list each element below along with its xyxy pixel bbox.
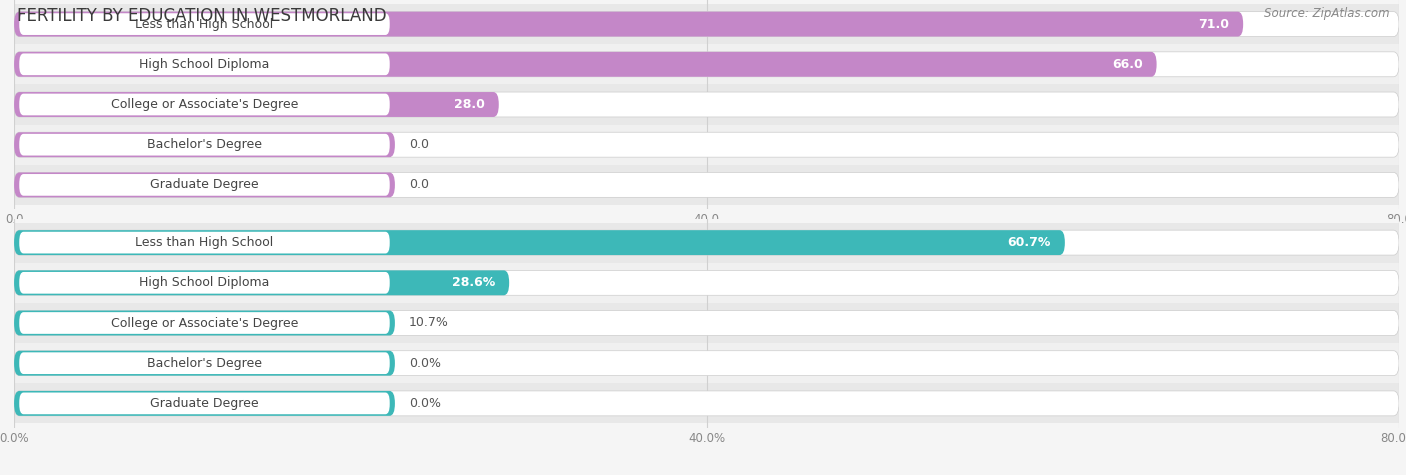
FancyBboxPatch shape (14, 92, 499, 117)
FancyBboxPatch shape (14, 12, 1243, 37)
Text: 28.0: 28.0 (454, 98, 485, 111)
Text: Bachelor's Degree: Bachelor's Degree (148, 138, 262, 151)
FancyBboxPatch shape (20, 174, 389, 196)
FancyBboxPatch shape (14, 92, 1399, 117)
Text: College or Associate's Degree: College or Associate's Degree (111, 316, 298, 330)
Bar (14, 383, 1399, 424)
Text: Graduate Degree: Graduate Degree (150, 179, 259, 191)
Bar (14, 303, 1399, 343)
Text: Graduate Degree: Graduate Degree (150, 397, 259, 410)
FancyBboxPatch shape (20, 312, 389, 334)
FancyBboxPatch shape (14, 132, 395, 157)
FancyBboxPatch shape (14, 132, 1399, 157)
FancyBboxPatch shape (14, 12, 1399, 37)
FancyBboxPatch shape (20, 232, 389, 254)
FancyBboxPatch shape (20, 134, 389, 155)
FancyBboxPatch shape (20, 392, 389, 414)
FancyBboxPatch shape (14, 351, 395, 376)
FancyBboxPatch shape (14, 270, 509, 295)
FancyBboxPatch shape (14, 230, 1064, 255)
Text: 0.0: 0.0 (409, 138, 429, 151)
FancyBboxPatch shape (14, 311, 395, 335)
FancyBboxPatch shape (20, 352, 389, 374)
FancyBboxPatch shape (14, 172, 395, 197)
FancyBboxPatch shape (14, 230, 1399, 255)
Text: College or Associate's Degree: College or Associate's Degree (111, 98, 298, 111)
FancyBboxPatch shape (14, 52, 1399, 77)
Text: High School Diploma: High School Diploma (139, 58, 270, 71)
FancyBboxPatch shape (14, 172, 1399, 197)
Text: 0.0%: 0.0% (409, 397, 440, 410)
Text: 60.7%: 60.7% (1008, 236, 1052, 249)
FancyBboxPatch shape (14, 391, 1399, 416)
Bar (14, 124, 1399, 165)
FancyBboxPatch shape (14, 351, 1399, 376)
Bar (14, 343, 1399, 383)
Bar (14, 222, 1399, 263)
FancyBboxPatch shape (20, 13, 389, 35)
Text: Less than High School: Less than High School (135, 18, 274, 30)
Text: 0.0%: 0.0% (409, 357, 440, 370)
Text: 71.0: 71.0 (1198, 18, 1229, 30)
Bar (14, 165, 1399, 205)
Bar (14, 263, 1399, 303)
FancyBboxPatch shape (14, 270, 1399, 295)
Text: 28.6%: 28.6% (453, 276, 495, 289)
Bar (14, 44, 1399, 85)
FancyBboxPatch shape (20, 54, 389, 75)
Text: Source: ZipAtlas.com: Source: ZipAtlas.com (1264, 7, 1389, 20)
Text: Bachelor's Degree: Bachelor's Degree (148, 357, 262, 370)
Text: 0.0: 0.0 (409, 179, 429, 191)
FancyBboxPatch shape (14, 52, 1157, 77)
Text: FERTILITY BY EDUCATION IN WESTMORLAND: FERTILITY BY EDUCATION IN WESTMORLAND (17, 7, 387, 25)
Text: High School Diploma: High School Diploma (139, 276, 270, 289)
FancyBboxPatch shape (20, 272, 389, 294)
Bar (14, 85, 1399, 124)
Text: Less than High School: Less than High School (135, 236, 274, 249)
FancyBboxPatch shape (14, 391, 395, 416)
FancyBboxPatch shape (20, 94, 389, 115)
FancyBboxPatch shape (14, 311, 1399, 335)
Bar (14, 4, 1399, 44)
Text: 10.7%: 10.7% (409, 316, 449, 330)
Text: 66.0: 66.0 (1112, 58, 1143, 71)
